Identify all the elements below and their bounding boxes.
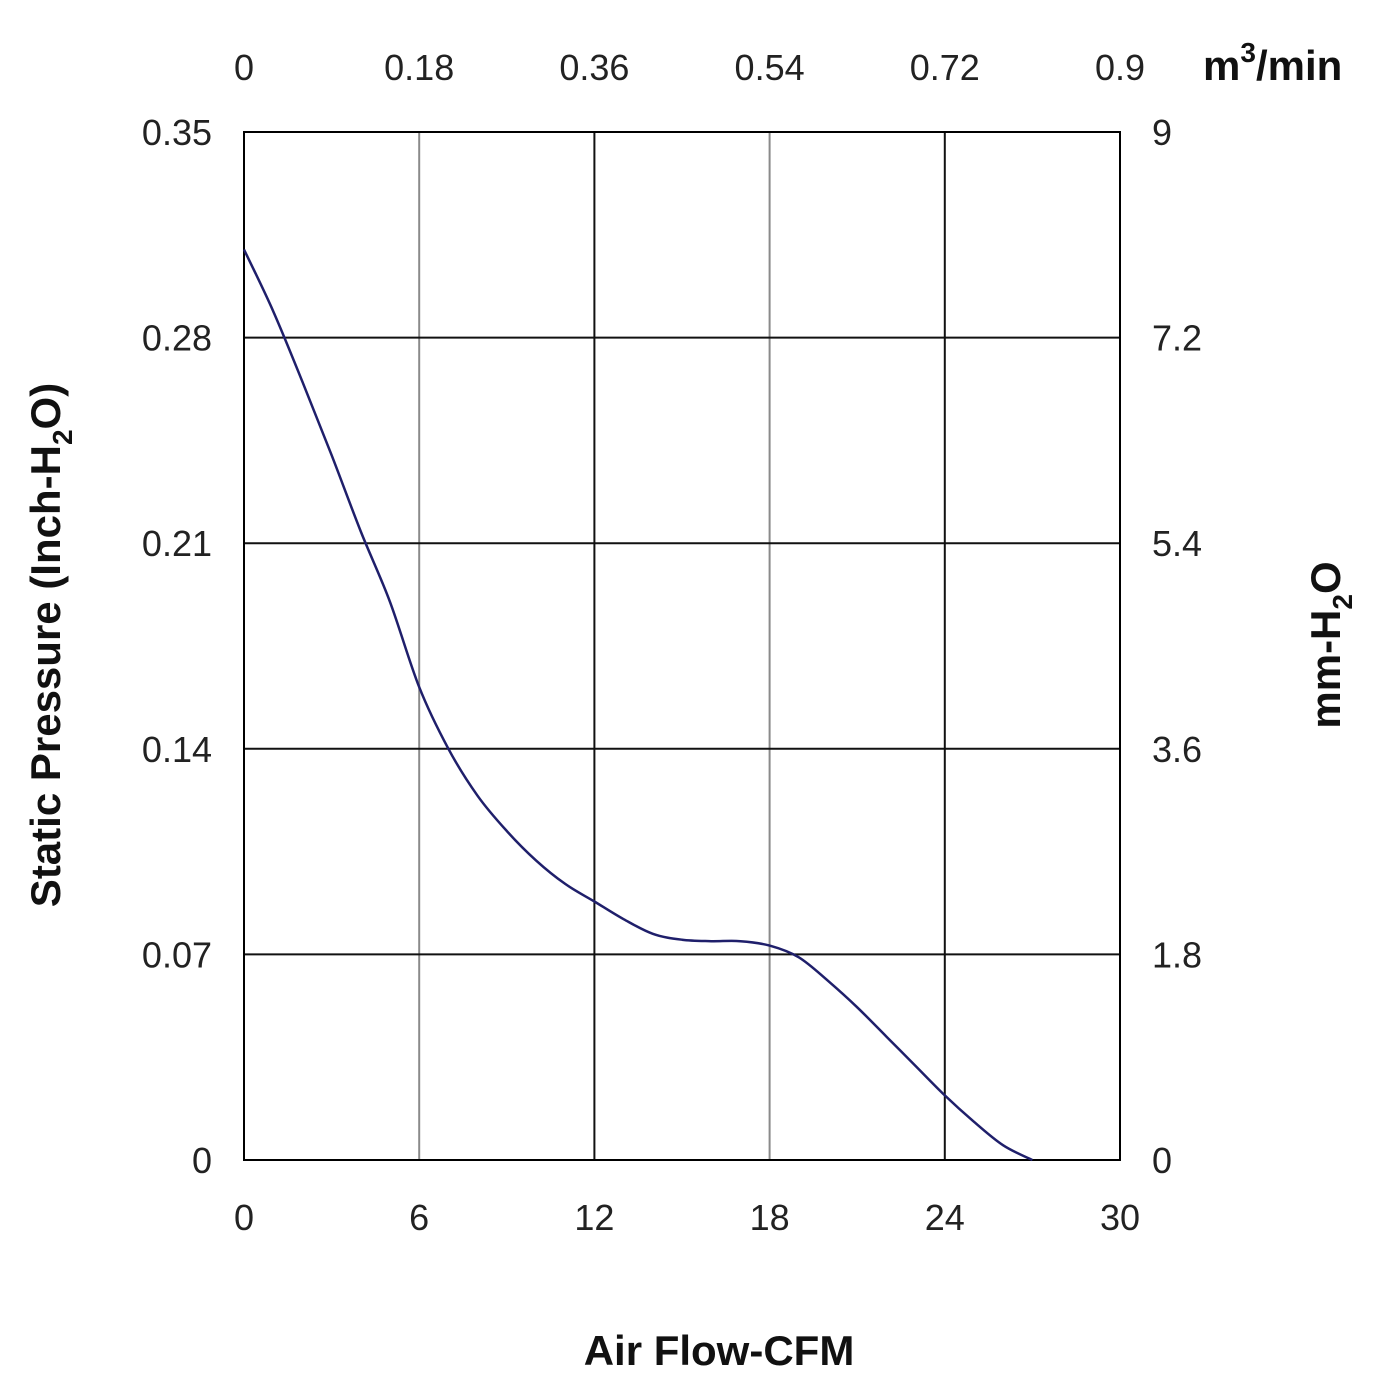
y-tick-label: 0.07 <box>142 934 212 975</box>
y-tick-label: 0.28 <box>142 318 212 359</box>
series-layer <box>242 248 1033 1162</box>
x-axis-title: Air Flow-CFM <box>584 1327 855 1374</box>
x-top-tick-label: 0.9 <box>1095 47 1145 88</box>
y-right-tick-label: 7.2 <box>1152 318 1202 359</box>
x-tick-label: 6 <box>409 1197 429 1238</box>
y-right-tick-label: 9 <box>1152 112 1172 153</box>
x-tick-label: 24 <box>925 1197 965 1238</box>
x2-axis-title: m3/min <box>1203 37 1342 89</box>
y-right-tick-label: 1.8 <box>1152 934 1202 975</box>
series-line <box>242 248 1033 1162</box>
x-tick-label: 18 <box>750 1197 790 1238</box>
x-top-tick-label: 0 <box>234 47 254 88</box>
y-axis-title: Static Pressure (Inch-H2O) <box>22 383 78 907</box>
y-tick-label: 0.14 <box>142 729 212 770</box>
x-tick-label: 30 <box>1100 1197 1140 1238</box>
y-tick-label: 0.35 <box>142 112 212 153</box>
y-right-tick-label: 5.4 <box>1152 523 1202 564</box>
x-top-tick-label: 0.36 <box>559 47 629 88</box>
y-right-tick-label: 0 <box>1152 1140 1172 1181</box>
y-tick-label: 0 <box>192 1140 212 1181</box>
plot-frame <box>243 131 1121 1161</box>
grid-lines <box>244 132 1120 1160</box>
y2-axis-title: mm-H2O <box>1302 561 1358 728</box>
x-tick-label: 12 <box>574 1197 614 1238</box>
x-top-tick-label: 0.72 <box>910 47 980 88</box>
y-right-tick-label: 3.6 <box>1152 729 1202 770</box>
x-tick-label: 0 <box>234 1197 254 1238</box>
y-tick-label: 0.21 <box>142 523 212 564</box>
x-top-tick-label: 0.18 <box>384 47 454 88</box>
tick-labels: 0 6 12 18 24 30 0 0.18 0.36 0.54 0.72 0.9 0 0.07 0.14 0… <box>142 47 1202 1238</box>
x-top-tick-label: 0.54 <box>735 47 805 88</box>
